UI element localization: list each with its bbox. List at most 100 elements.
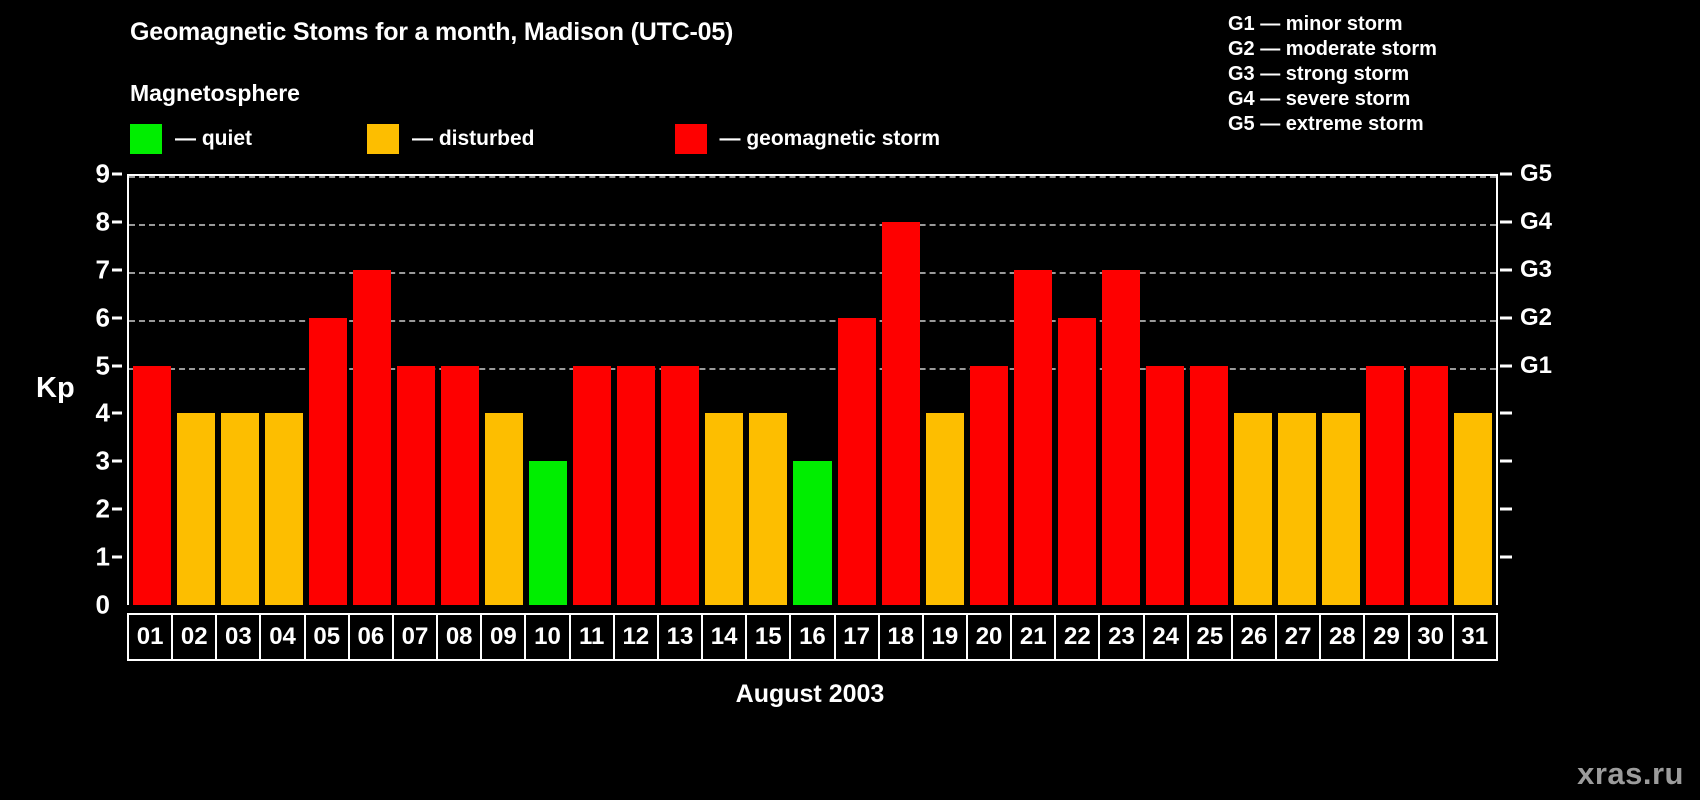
bar-slot-day-01[interactable]	[130, 176, 174, 605]
bar-slot-day-22[interactable]	[1055, 176, 1099, 605]
day-label-09[interactable]: 09	[482, 615, 527, 659]
day-label-22[interactable]: 22	[1056, 615, 1101, 659]
bar-slot-day-12[interactable]	[614, 176, 658, 605]
legend-item-label: — quiet	[175, 127, 252, 150]
bar-day-14[interactable]	[705, 413, 744, 605]
day-label-11[interactable]: 11	[570, 615, 615, 659]
bar-day-16[interactable]	[793, 461, 832, 605]
bar-day-24[interactable]	[1145, 365, 1184, 605]
bar-day-23[interactable]	[1101, 269, 1140, 605]
bar-slot-day-20[interactable]	[967, 176, 1011, 605]
bar-slot-day-16[interactable]	[790, 176, 834, 605]
y-tick-label-3: 3	[95, 445, 110, 476]
g-axis-label-G3: G3	[1520, 255, 1553, 283]
bar-slot-day-08[interactable]	[438, 176, 482, 605]
bar-day-04[interactable]	[265, 413, 304, 605]
bar-slot-day-24[interactable]	[1143, 176, 1187, 605]
day-label-28[interactable]: 28	[1321, 615, 1366, 659]
day-label-07[interactable]: 07	[393, 615, 439, 659]
bar-day-11[interactable]	[573, 365, 612, 605]
bar-slot-day-14[interactable]	[702, 176, 746, 605]
day-label-25[interactable]: 25	[1188, 615, 1233, 659]
day-label-16[interactable]: 16	[791, 615, 836, 659]
bar-slot-day-02[interactable]	[174, 176, 218, 605]
bar-day-12[interactable]	[617, 365, 656, 605]
bar-slot-day-03[interactable]	[218, 176, 262, 605]
bar-day-27[interactable]	[1277, 413, 1316, 605]
day-label-29[interactable]: 29	[1365, 615, 1410, 659]
bar-slot-day-05[interactable]	[306, 176, 350, 605]
day-label-21[interactable]: 21	[1012, 615, 1057, 659]
legend: — quiet — disturbed — geomagnetic storm	[130, 124, 940, 154]
bar-slot-day-26[interactable]	[1231, 176, 1275, 605]
bar-day-18[interactable]	[881, 221, 920, 605]
bar-slot-day-23[interactable]	[1099, 176, 1143, 605]
bar-slot-day-19[interactable]	[923, 176, 967, 605]
bar-slot-day-15[interactable]	[746, 176, 790, 605]
bar-slot-day-25[interactable]	[1187, 176, 1231, 605]
bar-slot-day-04[interactable]	[262, 176, 306, 605]
day-label-10[interactable]: 10	[526, 615, 571, 659]
bar-day-07[interactable]	[397, 365, 436, 605]
bar-slot-day-30[interactable]	[1407, 176, 1451, 605]
bar-day-25[interactable]	[1189, 365, 1228, 605]
bar-slot-day-11[interactable]	[570, 176, 614, 605]
day-label-14[interactable]: 14	[703, 615, 748, 659]
day-label-23[interactable]: 23	[1100, 615, 1145, 659]
y-axis-title: Kp	[36, 372, 75, 404]
day-label-13[interactable]: 13	[658, 615, 704, 659]
bar-slot-day-29[interactable]	[1363, 176, 1407, 605]
bar-slot-day-10[interactable]	[526, 176, 570, 605]
bar-day-02[interactable]	[177, 413, 216, 605]
bar-slot-day-17[interactable]	[835, 176, 879, 605]
bar-slot-day-21[interactable]	[1011, 176, 1055, 605]
day-label-26[interactable]: 26	[1232, 615, 1278, 659]
bar-day-10[interactable]	[529, 461, 568, 605]
day-label-06[interactable]: 06	[349, 615, 394, 659]
bar-day-15[interactable]	[749, 413, 788, 605]
bar-slot-day-27[interactable]	[1275, 176, 1319, 605]
day-label-17[interactable]: 17	[835, 615, 880, 659]
bar-day-20[interactable]	[969, 365, 1008, 605]
bar-day-06[interactable]	[353, 269, 392, 605]
bar-day-26[interactable]	[1233, 413, 1272, 605]
day-label-12[interactable]: 12	[614, 615, 659, 659]
day-label-24[interactable]: 24	[1144, 615, 1189, 659]
bar-day-21[interactable]	[1013, 269, 1052, 605]
bar-slot-day-07[interactable]	[394, 176, 438, 605]
day-label-30[interactable]: 30	[1409, 615, 1454, 659]
bar-day-09[interactable]	[485, 413, 524, 605]
bar-day-31[interactable]	[1453, 413, 1492, 605]
bar-day-08[interactable]	[441, 365, 480, 605]
bar-slot-day-31[interactable]	[1451, 176, 1495, 605]
bar-day-19[interactable]	[925, 413, 964, 605]
bar-slot-day-28[interactable]	[1319, 176, 1363, 605]
bar-slot-day-18[interactable]	[879, 176, 923, 605]
day-label-19[interactable]: 19	[923, 615, 968, 659]
day-label-20[interactable]: 20	[967, 615, 1013, 659]
bar-day-01[interactable]	[133, 365, 172, 605]
day-label-31[interactable]: 31	[1453, 615, 1496, 659]
day-label-05[interactable]: 05	[305, 615, 350, 659]
bar-day-05[interactable]	[309, 317, 348, 605]
bar-slot-day-09[interactable]	[482, 176, 526, 605]
bar-day-29[interactable]	[1365, 365, 1404, 605]
day-label-08[interactable]: 08	[438, 615, 483, 659]
day-label-04[interactable]: 04	[261, 615, 306, 659]
day-label-27[interactable]: 27	[1277, 615, 1322, 659]
bar-day-17[interactable]	[837, 317, 876, 605]
bar-day-30[interactable]	[1409, 365, 1448, 605]
bar-day-22[interactable]	[1057, 317, 1096, 605]
y-tick-mark-2	[112, 507, 122, 511]
day-label-18[interactable]: 18	[879, 615, 924, 659]
bar-day-13[interactable]	[661, 365, 700, 605]
day-label-01[interactable]: 01	[129, 615, 174, 659]
bar-day-28[interactable]	[1321, 413, 1360, 605]
bar-slot-day-13[interactable]	[658, 176, 702, 605]
g-scale-legend: G1 — minor storm G2 — moderate storm G3 — …	[1228, 12, 1437, 137]
bar-day-03[interactable]	[221, 413, 260, 605]
day-label-02[interactable]: 02	[173, 615, 218, 659]
day-label-15[interactable]: 15	[747, 615, 792, 659]
day-label-03[interactable]: 03	[217, 615, 262, 659]
bar-slot-day-06[interactable]	[350, 176, 394, 605]
